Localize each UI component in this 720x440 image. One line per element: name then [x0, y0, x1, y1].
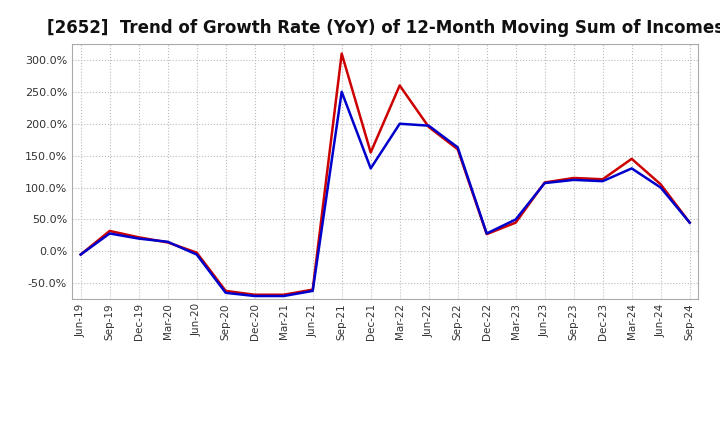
Ordinary Income Growth Rate — [598, 179, 607, 184]
Line: Net Income Growth Rate: Net Income Growth Rate — [81, 54, 690, 295]
Ordinary Income Growth Rate — [221, 290, 230, 296]
Net Income Growth Rate — [366, 150, 375, 155]
Ordinary Income Growth Rate — [163, 239, 172, 245]
Net Income Growth Rate — [221, 288, 230, 293]
Net Income Growth Rate — [251, 292, 259, 297]
Ordinary Income Growth Rate — [308, 288, 317, 293]
Net Income Growth Rate — [685, 220, 694, 225]
Ordinary Income Growth Rate — [511, 217, 520, 222]
Ordinary Income Growth Rate — [657, 185, 665, 190]
Net Income Growth Rate — [105, 228, 114, 234]
Ordinary Income Growth Rate — [482, 231, 491, 236]
Ordinary Income Growth Rate — [251, 293, 259, 299]
Ordinary Income Growth Rate — [76, 252, 85, 257]
Net Income Growth Rate — [163, 240, 172, 245]
Ordinary Income Growth Rate — [541, 180, 549, 186]
Net Income Growth Rate — [338, 51, 346, 56]
Ordinary Income Growth Rate — [627, 166, 636, 171]
Net Income Growth Rate — [598, 176, 607, 182]
Net Income Growth Rate — [657, 182, 665, 187]
Ordinary Income Growth Rate — [135, 236, 143, 241]
Net Income Growth Rate — [627, 156, 636, 161]
Ordinary Income Growth Rate — [685, 220, 694, 225]
Line: Ordinary Income Growth Rate: Ordinary Income Growth Rate — [81, 92, 690, 296]
Ordinary Income Growth Rate — [570, 177, 578, 183]
Ordinary Income Growth Rate — [424, 123, 433, 128]
Ordinary Income Growth Rate — [454, 145, 462, 150]
Net Income Growth Rate — [511, 220, 520, 225]
Ordinary Income Growth Rate — [395, 121, 404, 126]
Net Income Growth Rate — [76, 252, 85, 257]
Ordinary Income Growth Rate — [279, 293, 288, 299]
Net Income Growth Rate — [482, 231, 491, 237]
Net Income Growth Rate — [454, 147, 462, 152]
Net Income Growth Rate — [395, 83, 404, 88]
Title: [2652]  Trend of Growth Rate (YoY) of 12-Month Moving Sum of Incomes: [2652] Trend of Growth Rate (YoY) of 12-… — [47, 19, 720, 37]
Ordinary Income Growth Rate — [366, 166, 375, 171]
Net Income Growth Rate — [135, 235, 143, 240]
Ordinary Income Growth Rate — [338, 89, 346, 95]
Ordinary Income Growth Rate — [105, 231, 114, 236]
Net Income Growth Rate — [424, 124, 433, 129]
Ordinary Income Growth Rate — [192, 252, 201, 257]
Net Income Growth Rate — [192, 250, 201, 255]
Net Income Growth Rate — [570, 175, 578, 180]
Net Income Growth Rate — [308, 287, 317, 292]
Legend: Ordinary Income Growth Rate, Net Income Growth Rate: Ordinary Income Growth Rate, Net Income … — [159, 438, 611, 440]
Net Income Growth Rate — [279, 292, 288, 297]
Net Income Growth Rate — [541, 180, 549, 185]
